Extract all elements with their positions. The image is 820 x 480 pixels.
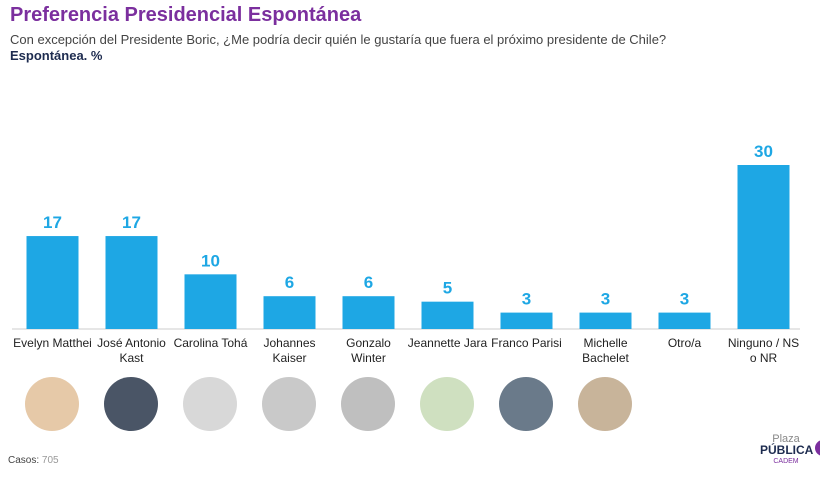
photos [25, 377, 632, 431]
x-tick-label: Gonzalo Winter [346, 336, 391, 365]
bar [579, 312, 632, 329]
value-label: 3 [601, 290, 610, 309]
bar [500, 312, 553, 329]
bar [658, 312, 711, 329]
x-tick-label: Franco Parisi [491, 336, 562, 350]
logo-dot [815, 440, 820, 456]
bar [26, 236, 79, 329]
note: Espontánea. % [10, 48, 103, 63]
value-label: 30 [754, 142, 773, 161]
x-tick-label: Evelyn Matthei [13, 336, 92, 350]
value-label: 3 [522, 290, 531, 309]
x-tick-label: José Antonio Kast [97, 336, 166, 365]
value-label: 3 [680, 290, 689, 309]
bar [342, 296, 395, 329]
logo-top: Plaza [772, 433, 800, 445]
x-tick-label: Otro/a [667, 336, 702, 350]
value-label: 17 [43, 213, 62, 232]
value-label: 10 [201, 251, 220, 270]
value-label: 6 [364, 273, 373, 292]
source-value: 705 [41, 455, 59, 466]
bar [737, 165, 790, 329]
logo: Plaza PÚBLICA CADEM [760, 433, 814, 467]
source: Casos: 705 [8, 455, 59, 466]
bar [105, 236, 158, 329]
bar [184, 274, 237, 329]
x-tick-label: Johannes Kaiser [263, 336, 316, 365]
value-label: 5 [443, 279, 452, 298]
bar [421, 301, 474, 329]
x-tick-label: Jeannette Jara [407, 336, 488, 350]
subtitle: Con excepción del Presidente Boric, ¿Me … [10, 32, 667, 47]
logo-main: PÚBLICA [760, 443, 814, 457]
logo-sub: CADEM [773, 458, 799, 465]
source-label: Casos [8, 455, 37, 466]
bar [263, 296, 316, 329]
x-tick-label: Michelle Bachelet [582, 336, 629, 365]
x-tick-label: Carolina Tohá [173, 336, 248, 350]
value-label: 6 [285, 273, 294, 292]
title: Preferencia Presidencial Espontánea [10, 4, 362, 26]
value-label: 17 [122, 213, 141, 232]
x-tick-label: Ninguno / NS o NR [727, 336, 800, 365]
